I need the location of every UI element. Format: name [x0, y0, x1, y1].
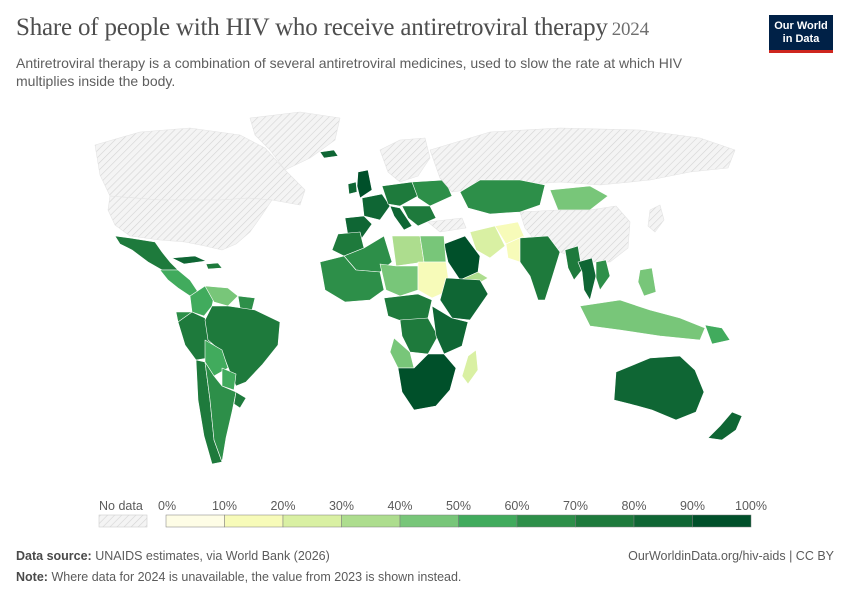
region-madagascar[interactable]: [461, 349, 479, 385]
legend-bin-9[interactable]: [692, 514, 752, 528]
legend-no-data-swatch: [98, 514, 148, 528]
region-png[interactable]: [704, 324, 731, 345]
data-source-text: UNAIDS estimates, via World Bank (2026): [95, 549, 330, 563]
chart-title: Share of people with HIV who receive ant…: [16, 14, 649, 42]
region-ireland[interactable]: [347, 181, 358, 195]
region-argentina[interactable]: [204, 361, 237, 463]
region-uk[interactable]: [356, 169, 373, 199]
region-kazakhstan[interactable]: [459, 179, 546, 215]
region-australia[interactable]: [613, 355, 705, 421]
region-philippines[interactable]: [637, 267, 657, 297]
logo-line-1: Our World: [774, 20, 828, 32]
region-scandinavia[interactable]: [379, 137, 431, 183]
region-niger-chad[interactable]: [379, 263, 419, 297]
note-label: Note:: [16, 570, 48, 584]
legend-tick-label: 100%: [735, 499, 767, 513]
legend-bin-5[interactable]: [458, 514, 518, 528]
region-thailand[interactable]: [577, 257, 597, 301]
legend-bin-1[interactable]: [224, 514, 284, 528]
legend-tick-label: 70%: [563, 499, 588, 513]
legend: No data 0% 10% 20% 30% 40% 50% 60% 70% 80% 90% 100…: [98, 499, 767, 528]
region-vietnam[interactable]: [595, 259, 611, 291]
region-usa[interactable]: [107, 195, 273, 251]
legend-tick-label: 50%: [446, 499, 471, 513]
region-myanmar[interactable]: [564, 245, 583, 281]
legend-bin-0[interactable]: [165, 514, 225, 528]
title-year: 2024: [611, 19, 649, 40]
region-indonesia[interactable]: [579, 299, 706, 341]
region-turkey[interactable]: [427, 217, 467, 233]
region-west-africa[interactable]: [319, 255, 385, 303]
region-central-africa[interactable]: [383, 293, 433, 323]
legend-tick-label: 10%: [212, 499, 237, 513]
data-source: Data source: UNAIDS estimates, via World…: [16, 549, 330, 563]
region-eastern-europe[interactable]: [411, 179, 453, 207]
legend-tick-label: 0%: [158, 499, 176, 513]
world-map: [94, 111, 743, 465]
legend-tick-label: 30%: [329, 499, 354, 513]
region-bolivia[interactable]: [204, 339, 229, 377]
region-sudan[interactable]: [417, 261, 451, 299]
legend-bin-8[interactable]: [633, 514, 693, 528]
region-uruguay[interactable]: [233, 391, 247, 409]
region-egypt[interactable]: [419, 235, 447, 263]
region-ethiopia-horn[interactable]: [439, 277, 489, 321]
title-text: Share of people with HIV who receive ant…: [16, 14, 608, 41]
note-text: Where data for 2024 is unavailable, the …: [51, 570, 462, 584]
region-iran[interactable]: [469, 225, 506, 259]
legend-tick-label: 80%: [621, 499, 646, 513]
region-haiti[interactable]: [205, 262, 223, 270]
legend-tick-label: 40%: [387, 499, 412, 513]
region-france[interactable]: [361, 193, 391, 221]
logo-line-2: in Data: [782, 33, 820, 45]
region-japan[interactable]: [647, 204, 665, 233]
region-balkans[interactable]: [401, 205, 437, 227]
data-source-label: Data source:: [16, 549, 92, 563]
region-venezuela[interactable]: [204, 285, 239, 307]
owid-logo[interactable]: Our World in Data: [769, 15, 833, 53]
region-mongolia[interactable]: [549, 185, 609, 211]
legend-bin-3[interactable]: [341, 514, 401, 528]
region-guatemala[interactable]: [159, 269, 199, 297]
region-southern-africa[interactable]: [397, 353, 457, 411]
legend-bin-2[interactable]: [282, 514, 342, 528]
chart-subtitle: Antiretroviral therapy is a combination …: [16, 55, 683, 89]
source-url-link[interactable]: OurWorldinData.org/hiv-aids | CC BY: [628, 549, 834, 563]
region-east-africa[interactable]: [431, 305, 469, 355]
legend-bin-4[interactable]: [399, 514, 459, 528]
region-cuba[interactable]: [171, 255, 207, 265]
region-mexico[interactable]: [114, 235, 179, 271]
legend-tick-label: 60%: [504, 499, 529, 513]
footnote: Note: Where data for 2024 is unavailable…: [16, 570, 461, 584]
region-libya[interactable]: [391, 235, 425, 267]
region-iceland[interactable]: [319, 149, 339, 159]
region-italy[interactable]: [389, 205, 413, 231]
legend-tick-label: 90%: [680, 499, 705, 513]
region-paraguay[interactable]: [221, 367, 237, 391]
legend-tick-label: 20%: [270, 499, 295, 513]
region-central-europe[interactable]: [381, 181, 419, 207]
region-new-zealand[interactable]: [707, 411, 743, 441]
region-brazil[interactable]: [204, 305, 281, 387]
legend-bin-6[interactable]: [516, 514, 576, 528]
legend-bin-7[interactable]: [575, 514, 635, 528]
region-india[interactable]: [519, 235, 561, 301]
legend-no-data-label: No data: [99, 499, 143, 513]
region-greenland[interactable]: [249, 111, 341, 171]
